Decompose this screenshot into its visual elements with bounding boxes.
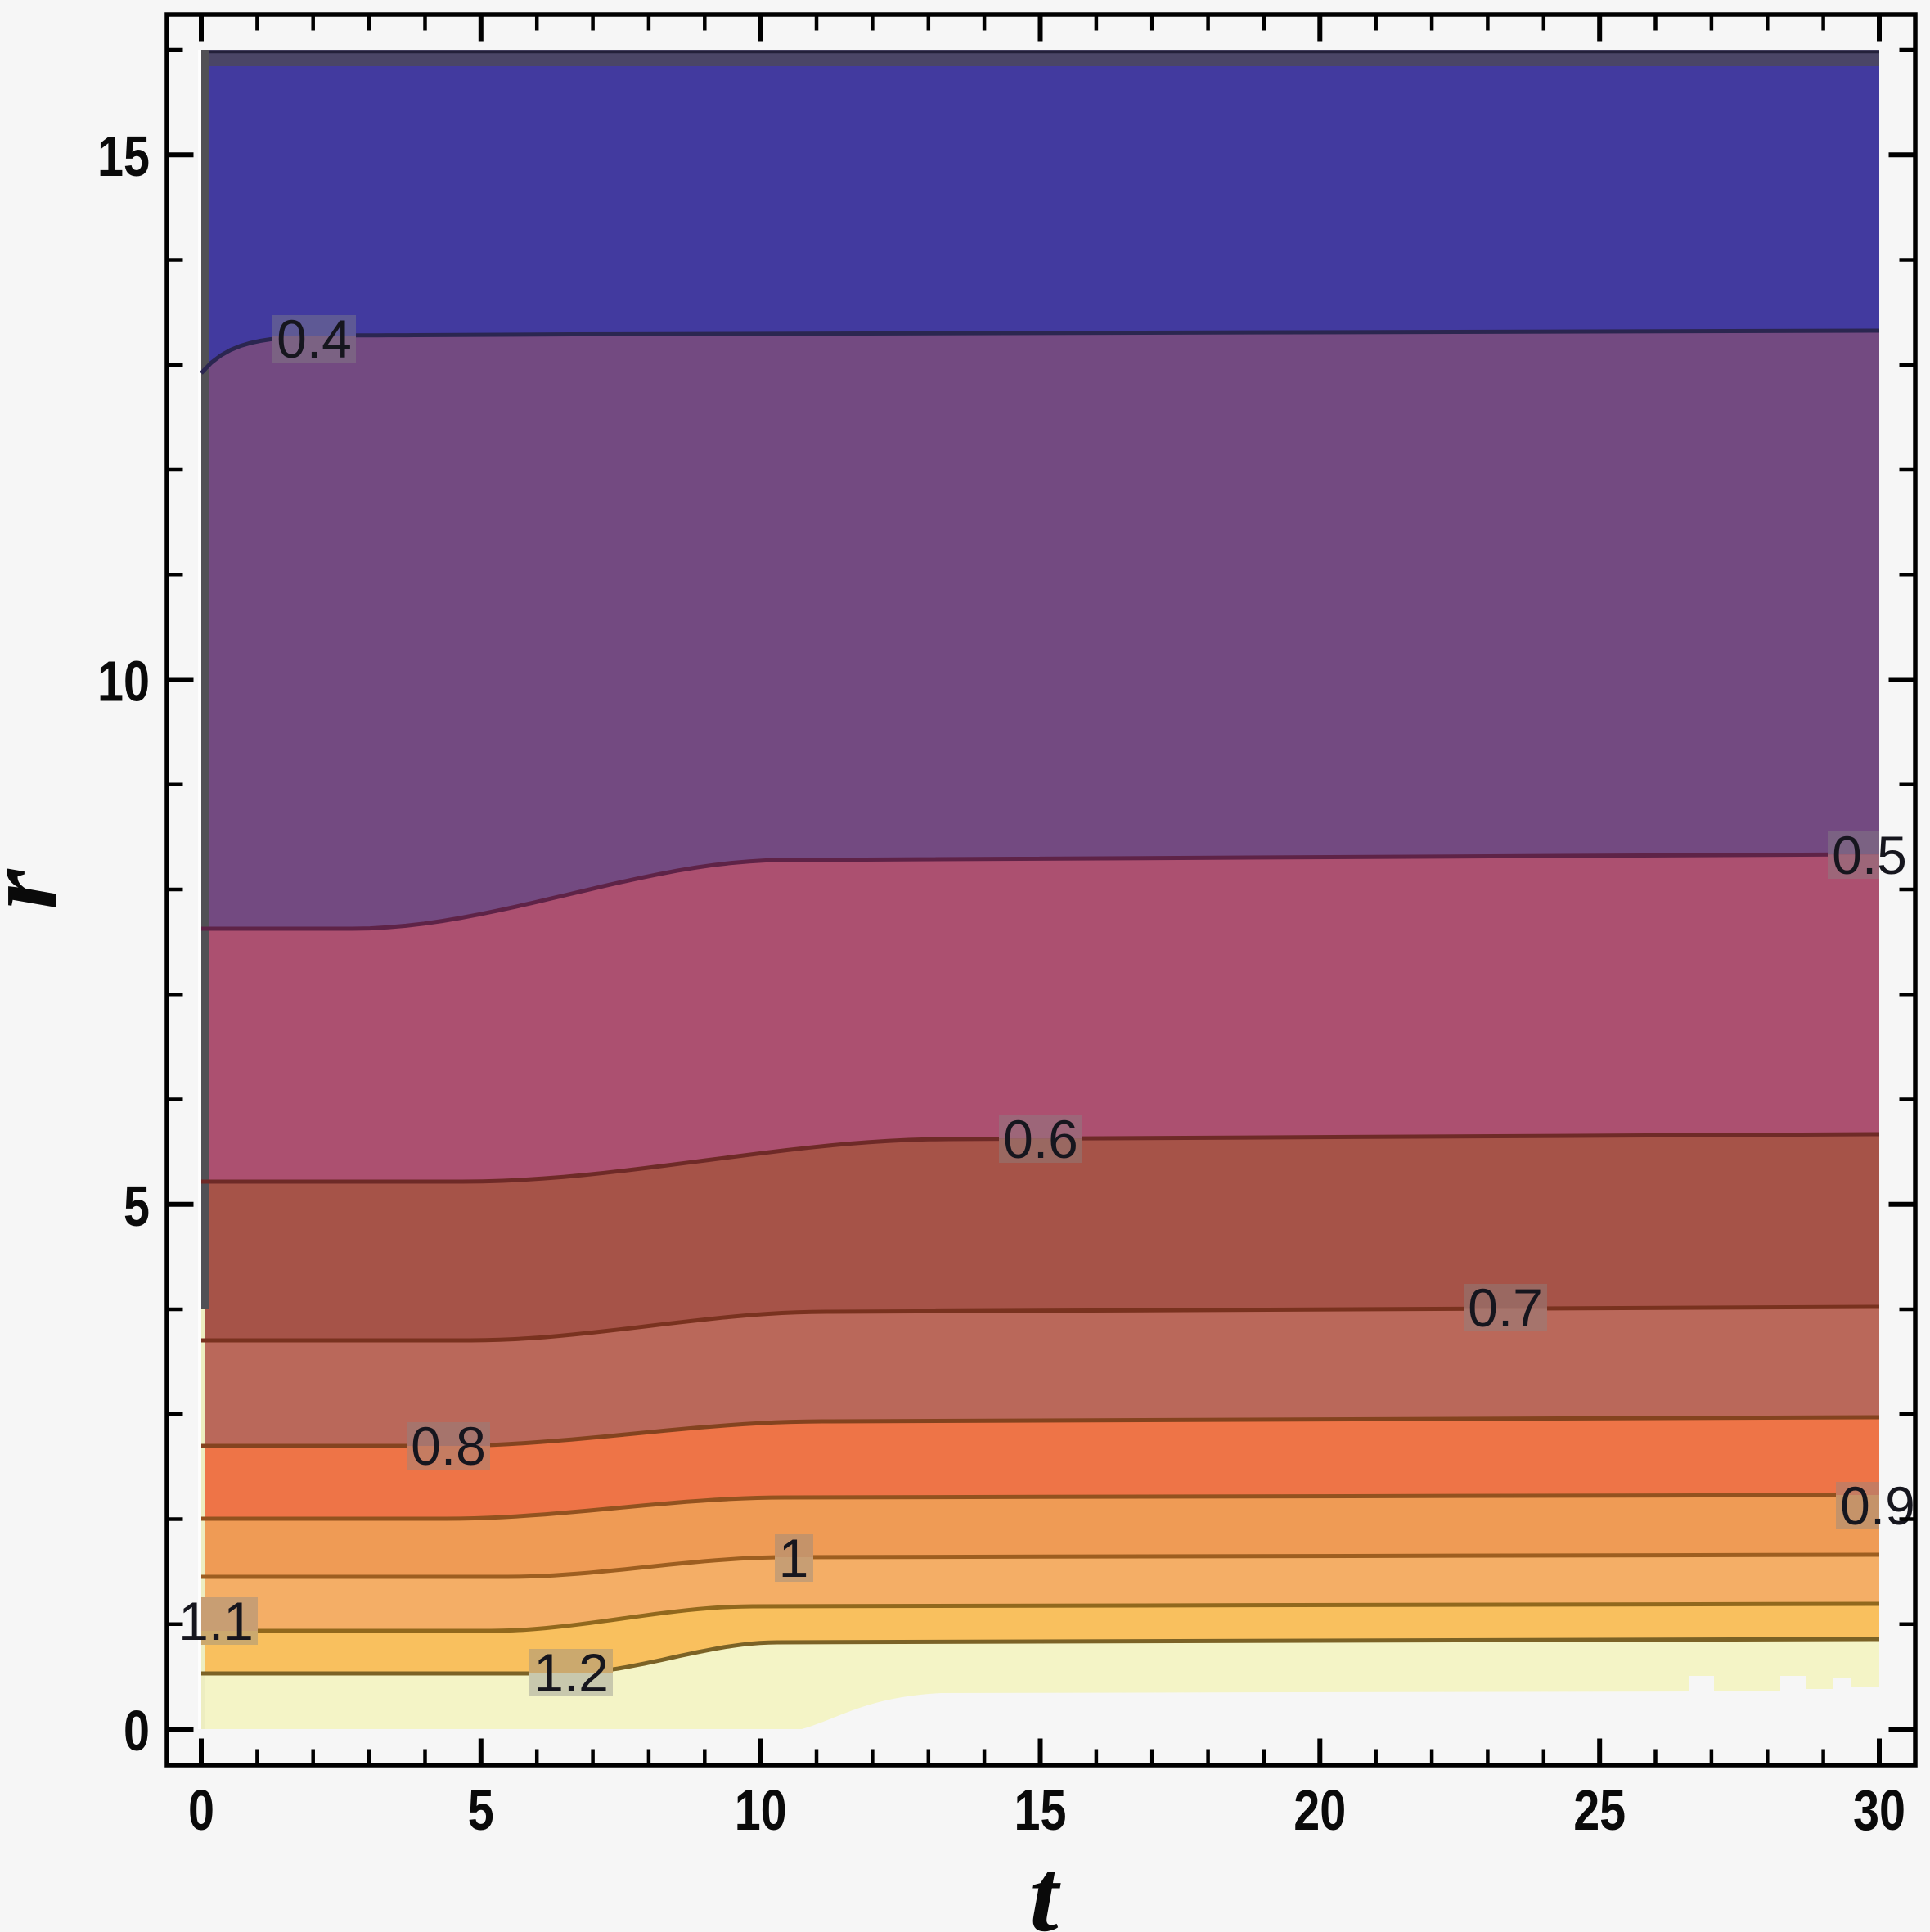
svg-text:t: t [1029,1840,1061,1932]
svg-text:1: 1 [779,1528,809,1588]
svg-text:0.5: 0.5 [1832,825,1907,885]
svg-text:0: 0 [124,1699,150,1763]
svg-text:0.8: 0.8 [411,1416,486,1476]
svg-text:15: 15 [1014,1778,1067,1842]
svg-text:r: r [0,869,79,910]
svg-text:0.7: 0.7 [1468,1277,1543,1338]
svg-text:0.9: 0.9 [1840,1475,1915,1536]
svg-text:0.4: 0.4 [277,308,352,369]
svg-text:30: 30 [1853,1778,1905,1842]
svg-text:5: 5 [124,1174,150,1238]
svg-text:10: 10 [735,1778,787,1842]
svg-text:10: 10 [97,650,150,714]
svg-text:15: 15 [97,124,150,188]
svg-text:5: 5 [468,1778,494,1842]
svg-text:1.2: 1.2 [533,1642,609,1703]
svg-text:0: 0 [188,1778,214,1842]
svg-text:0.6: 0.6 [1003,1109,1078,1169]
svg-text:20: 20 [1293,1778,1346,1842]
svg-text:1.1: 1.1 [178,1591,254,1651]
svg-text:25: 25 [1573,1778,1626,1842]
